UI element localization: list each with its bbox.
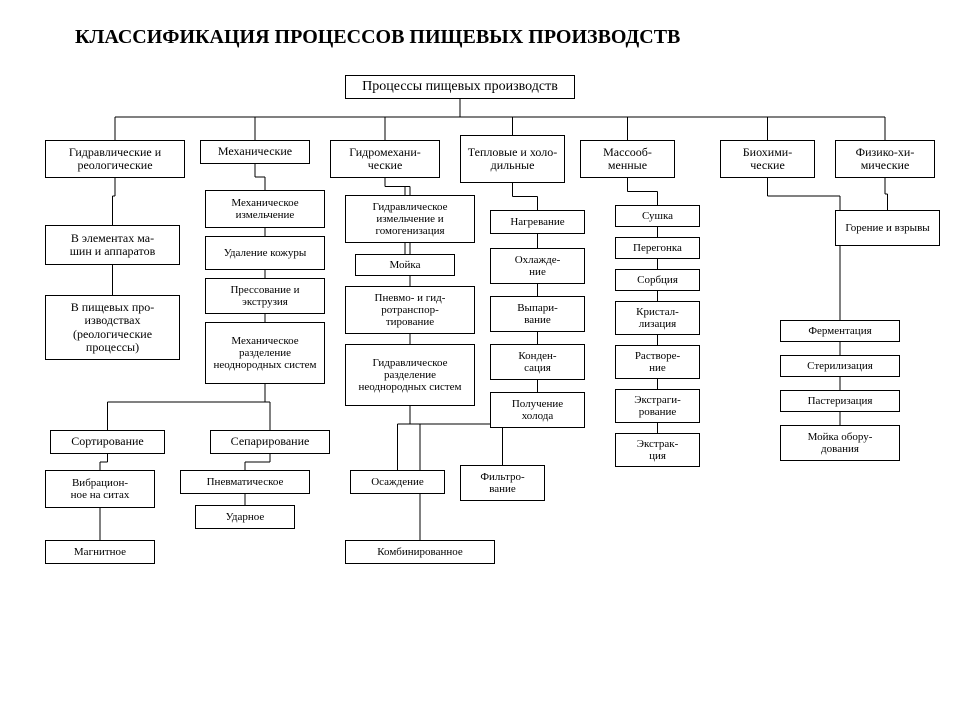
node-sort: Сортирование	[50, 430, 165, 454]
node-c5g: Экстрак-ция	[615, 433, 700, 467]
node-c6d: Мойка обору-дования	[780, 425, 900, 461]
node-c4e: Получение холода	[490, 392, 585, 428]
node-c5a: Сушка	[615, 205, 700, 227]
node-c5e: Растворе-ние	[615, 345, 700, 379]
node-c5f: Экстраги-рование	[615, 389, 700, 423]
node-c4b: Охлажде-ние	[490, 248, 585, 284]
node-cat6: Биохими-ческие	[720, 140, 815, 178]
node-cat4: Тепловые и холо-дильные	[460, 135, 565, 183]
node-sort1: Вибрацион-ное на ситах	[45, 470, 155, 508]
node-sep: Сепарирование	[210, 430, 330, 454]
node-root: Процессы пищевых производств	[345, 75, 575, 99]
node-cat7: Физико-хи-мические	[835, 140, 935, 178]
node-c3a: Гидравлическое измельчение и гомогенизац…	[345, 195, 475, 243]
diagram-stage: { "canvas": { "width": 960, "height": 72…	[0, 0, 960, 720]
node-sep2: Ударное	[195, 505, 295, 529]
node-c6c: Пастеризация	[780, 390, 900, 412]
node-c3d1: Осаждение	[350, 470, 445, 494]
node-c5b: Перегонка	[615, 237, 700, 259]
node-c2a: Механическое измельчение	[205, 190, 325, 228]
node-c1a: В элементах ма-шин и аппаратов	[45, 225, 180, 265]
node-c4d: Конден-сация	[490, 344, 585, 380]
node-sort2: Магнитное	[45, 540, 155, 564]
node-c6a: Ферментация	[780, 320, 900, 342]
node-c3d3: Комбинированное	[345, 540, 495, 564]
node-c4a: Нагревание	[490, 210, 585, 234]
node-c1b: В пищевых про-изводствах (реологические …	[45, 295, 180, 360]
node-c3c: Пневмо- и гид-ротранспор-тирование	[345, 286, 475, 334]
node-cat2: Механические	[200, 140, 310, 164]
node-c3b: Мойка	[355, 254, 455, 276]
node-c4c: Выпари-вание	[490, 296, 585, 332]
node-c3d: Гидравлическое разделение неоднородных с…	[345, 344, 475, 406]
node-c3d2: Фильтро-вание	[460, 465, 545, 501]
node-c5c: Сорбция	[615, 269, 700, 291]
node-c6b: Стерилизация	[780, 355, 900, 377]
node-c5d: Кристал-лизация	[615, 301, 700, 335]
node-cat5: Массооб-менные	[580, 140, 675, 178]
node-c2c: Прессование и экструзия	[205, 278, 325, 314]
node-c2d: Механическое разделение неоднородных сис…	[205, 322, 325, 384]
node-c2b: Удаление кожуры	[205, 236, 325, 270]
node-c7a: Горение и взрывы	[835, 210, 940, 246]
node-cat3: Гидромехани-ческие	[330, 140, 440, 178]
node-cat1: Гидравлические и реологические	[45, 140, 185, 178]
node-sep1: Пневматическое	[180, 470, 310, 494]
